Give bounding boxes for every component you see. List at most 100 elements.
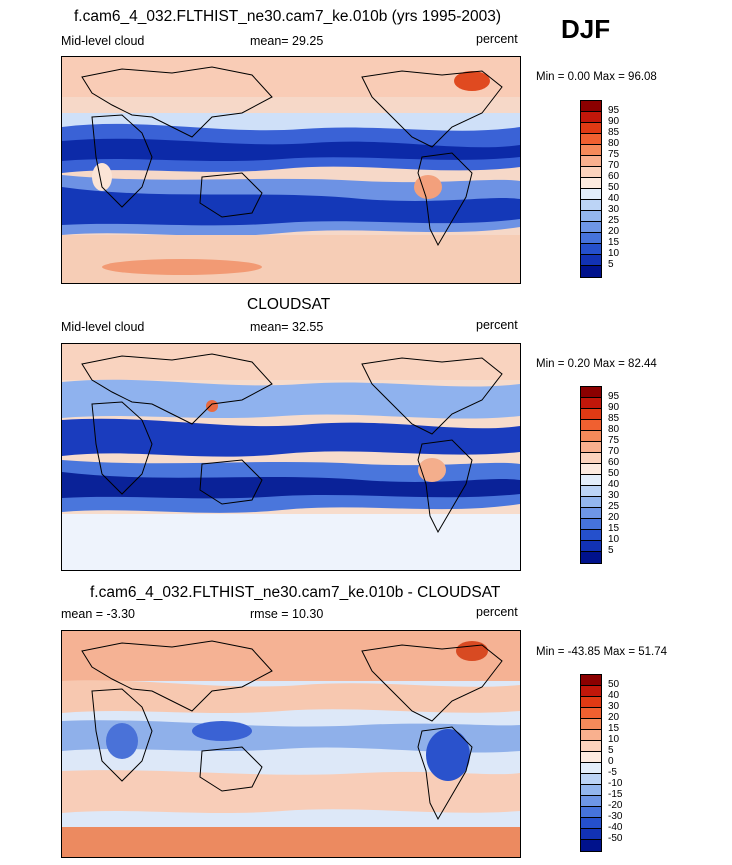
- colorbar-label: 5: [608, 745, 614, 756]
- colorbar-label: 50: [608, 182, 620, 193]
- colorbar-swatch: [581, 519, 601, 530]
- colorbar-swatch: [581, 818, 601, 829]
- colorbar-swatch: [581, 189, 601, 200]
- colorbar-label: -20: [608, 800, 623, 811]
- colorbar-label: 25: [608, 215, 620, 226]
- colorbar-swatch: [581, 134, 601, 145]
- panel-2-left-label: Mid-level cloud: [61, 320, 145, 334]
- colorbar-swatch: [581, 752, 601, 763]
- colorbar-swatch: [581, 255, 601, 266]
- colorbar-swatch: [581, 387, 601, 398]
- colorbar-swatch: [581, 475, 601, 486]
- colorbar-swatch: [581, 398, 601, 409]
- panel-3-colorbar: [580, 674, 602, 852]
- colorbar-swatch: [581, 211, 601, 222]
- colorbar-swatch: [581, 233, 601, 244]
- panel-2-units: percent: [476, 318, 518, 332]
- colorbar-swatch: [581, 552, 601, 563]
- colorbar-swatch: [581, 807, 601, 818]
- colorbar-label: 40: [608, 479, 620, 490]
- colorbar-label: 50: [608, 679, 620, 690]
- colorbar-swatch: [581, 497, 601, 508]
- colorbar-swatch: [581, 719, 601, 730]
- colorbar-label: 75: [608, 435, 620, 446]
- colorbar-swatch: [581, 530, 601, 541]
- panel-2-minmax: Min = 0.20 Max = 82.44: [536, 358, 657, 370]
- panel-2-title: CLOUDSAT: [247, 296, 331, 313]
- panel-1-colorbar: [580, 100, 602, 278]
- panel-3-units: percent: [476, 605, 518, 619]
- panel-3-minmax: Min = -43.85 Max = 51.74: [536, 646, 668, 658]
- colorbar-swatch: [581, 101, 601, 112]
- colorbar-swatch: [581, 145, 601, 156]
- colorbar-swatch: [581, 741, 601, 752]
- colorbar-swatch: [581, 730, 601, 741]
- colorbar-swatch: [581, 112, 601, 123]
- colorbar-swatch: [581, 178, 601, 189]
- panel-1-title: f.cam6_4_032.FLTHIST_ne30.cam7_ke.010b (…: [74, 8, 502, 25]
- colorbar-swatch: [581, 420, 601, 431]
- colorbar-label: 70: [608, 160, 620, 171]
- colorbar-label: 5: [608, 545, 614, 556]
- colorbar-label: 90: [608, 402, 620, 413]
- colorbar-label: 15: [608, 237, 620, 248]
- panel-3-title: f.cam6_4_032.FLTHIST_ne30.cam7_ke.010b -…: [90, 584, 501, 601]
- colorbar-label: 50: [608, 468, 620, 479]
- panel-1-mean: mean= 29.25: [250, 34, 324, 48]
- panel-1-left-label: Mid-level cloud: [61, 34, 145, 48]
- colorbar-label: 85: [608, 127, 620, 138]
- colorbar-swatch: [581, 156, 601, 167]
- colorbar-swatch: [581, 244, 601, 255]
- colorbar-label: 95: [608, 105, 620, 116]
- colorbar-swatch: [581, 541, 601, 552]
- colorbar-label: 15: [608, 723, 620, 734]
- colorbar-swatch: [581, 464, 601, 475]
- colorbar-swatch: [581, 222, 601, 233]
- panel-1-units: percent: [476, 32, 518, 46]
- colorbar-swatch: [581, 486, 601, 497]
- colorbar-swatch: [581, 431, 601, 442]
- panel-2-map: [61, 343, 521, 571]
- panel-3-map: [61, 630, 521, 858]
- colorbar-swatch: [581, 409, 601, 420]
- colorbar-label: 10: [608, 248, 620, 259]
- colorbar-swatch: [581, 785, 601, 796]
- colorbar-label: 0: [608, 756, 614, 767]
- colorbar-swatch: [581, 763, 601, 774]
- colorbar-label: 75: [608, 149, 620, 160]
- colorbar-swatch: [581, 829, 601, 840]
- season-label: DJF: [561, 14, 611, 44]
- colorbar-label: 10: [608, 534, 620, 545]
- colorbar-label: -10: [608, 778, 623, 789]
- colorbar-label: 15: [608, 523, 620, 534]
- colorbar-swatch: [581, 453, 601, 464]
- colorbar-swatch: [581, 774, 601, 785]
- colorbar-label: 25: [608, 501, 620, 512]
- colorbar-label: -30: [608, 811, 623, 822]
- colorbar-label: 95: [608, 391, 620, 402]
- colorbar-swatch: [581, 840, 601, 851]
- colorbar-swatch: [581, 167, 601, 178]
- colorbar-swatch: [581, 697, 601, 708]
- panel-2-map-field: [62, 344, 520, 570]
- colorbar-label: 80: [608, 138, 620, 149]
- colorbar-label: 70: [608, 446, 620, 457]
- panel-2-mean: mean= 32.55: [250, 320, 324, 334]
- colorbar-label: 20: [608, 512, 620, 523]
- panel-1-minmax: Min = 0.00 Max = 96.08: [536, 71, 657, 83]
- colorbar-label: 85: [608, 413, 620, 424]
- colorbar-swatch: [581, 675, 601, 686]
- panel-3-rmse: rmse = 10.30: [250, 607, 324, 621]
- colorbar-swatch: [581, 796, 601, 807]
- colorbar-swatch: [581, 508, 601, 519]
- colorbar-label: 20: [608, 712, 620, 723]
- colorbar-label: 60: [608, 457, 620, 468]
- colorbar-label: 60: [608, 171, 620, 182]
- colorbar-swatch: [581, 200, 601, 211]
- colorbar-label: 10: [608, 734, 620, 745]
- colorbar-swatch: [581, 442, 601, 453]
- colorbar-label: 40: [608, 193, 620, 204]
- colorbar-label: 5: [608, 259, 614, 270]
- colorbar-swatch: [581, 123, 601, 134]
- colorbar-label: 30: [608, 204, 620, 215]
